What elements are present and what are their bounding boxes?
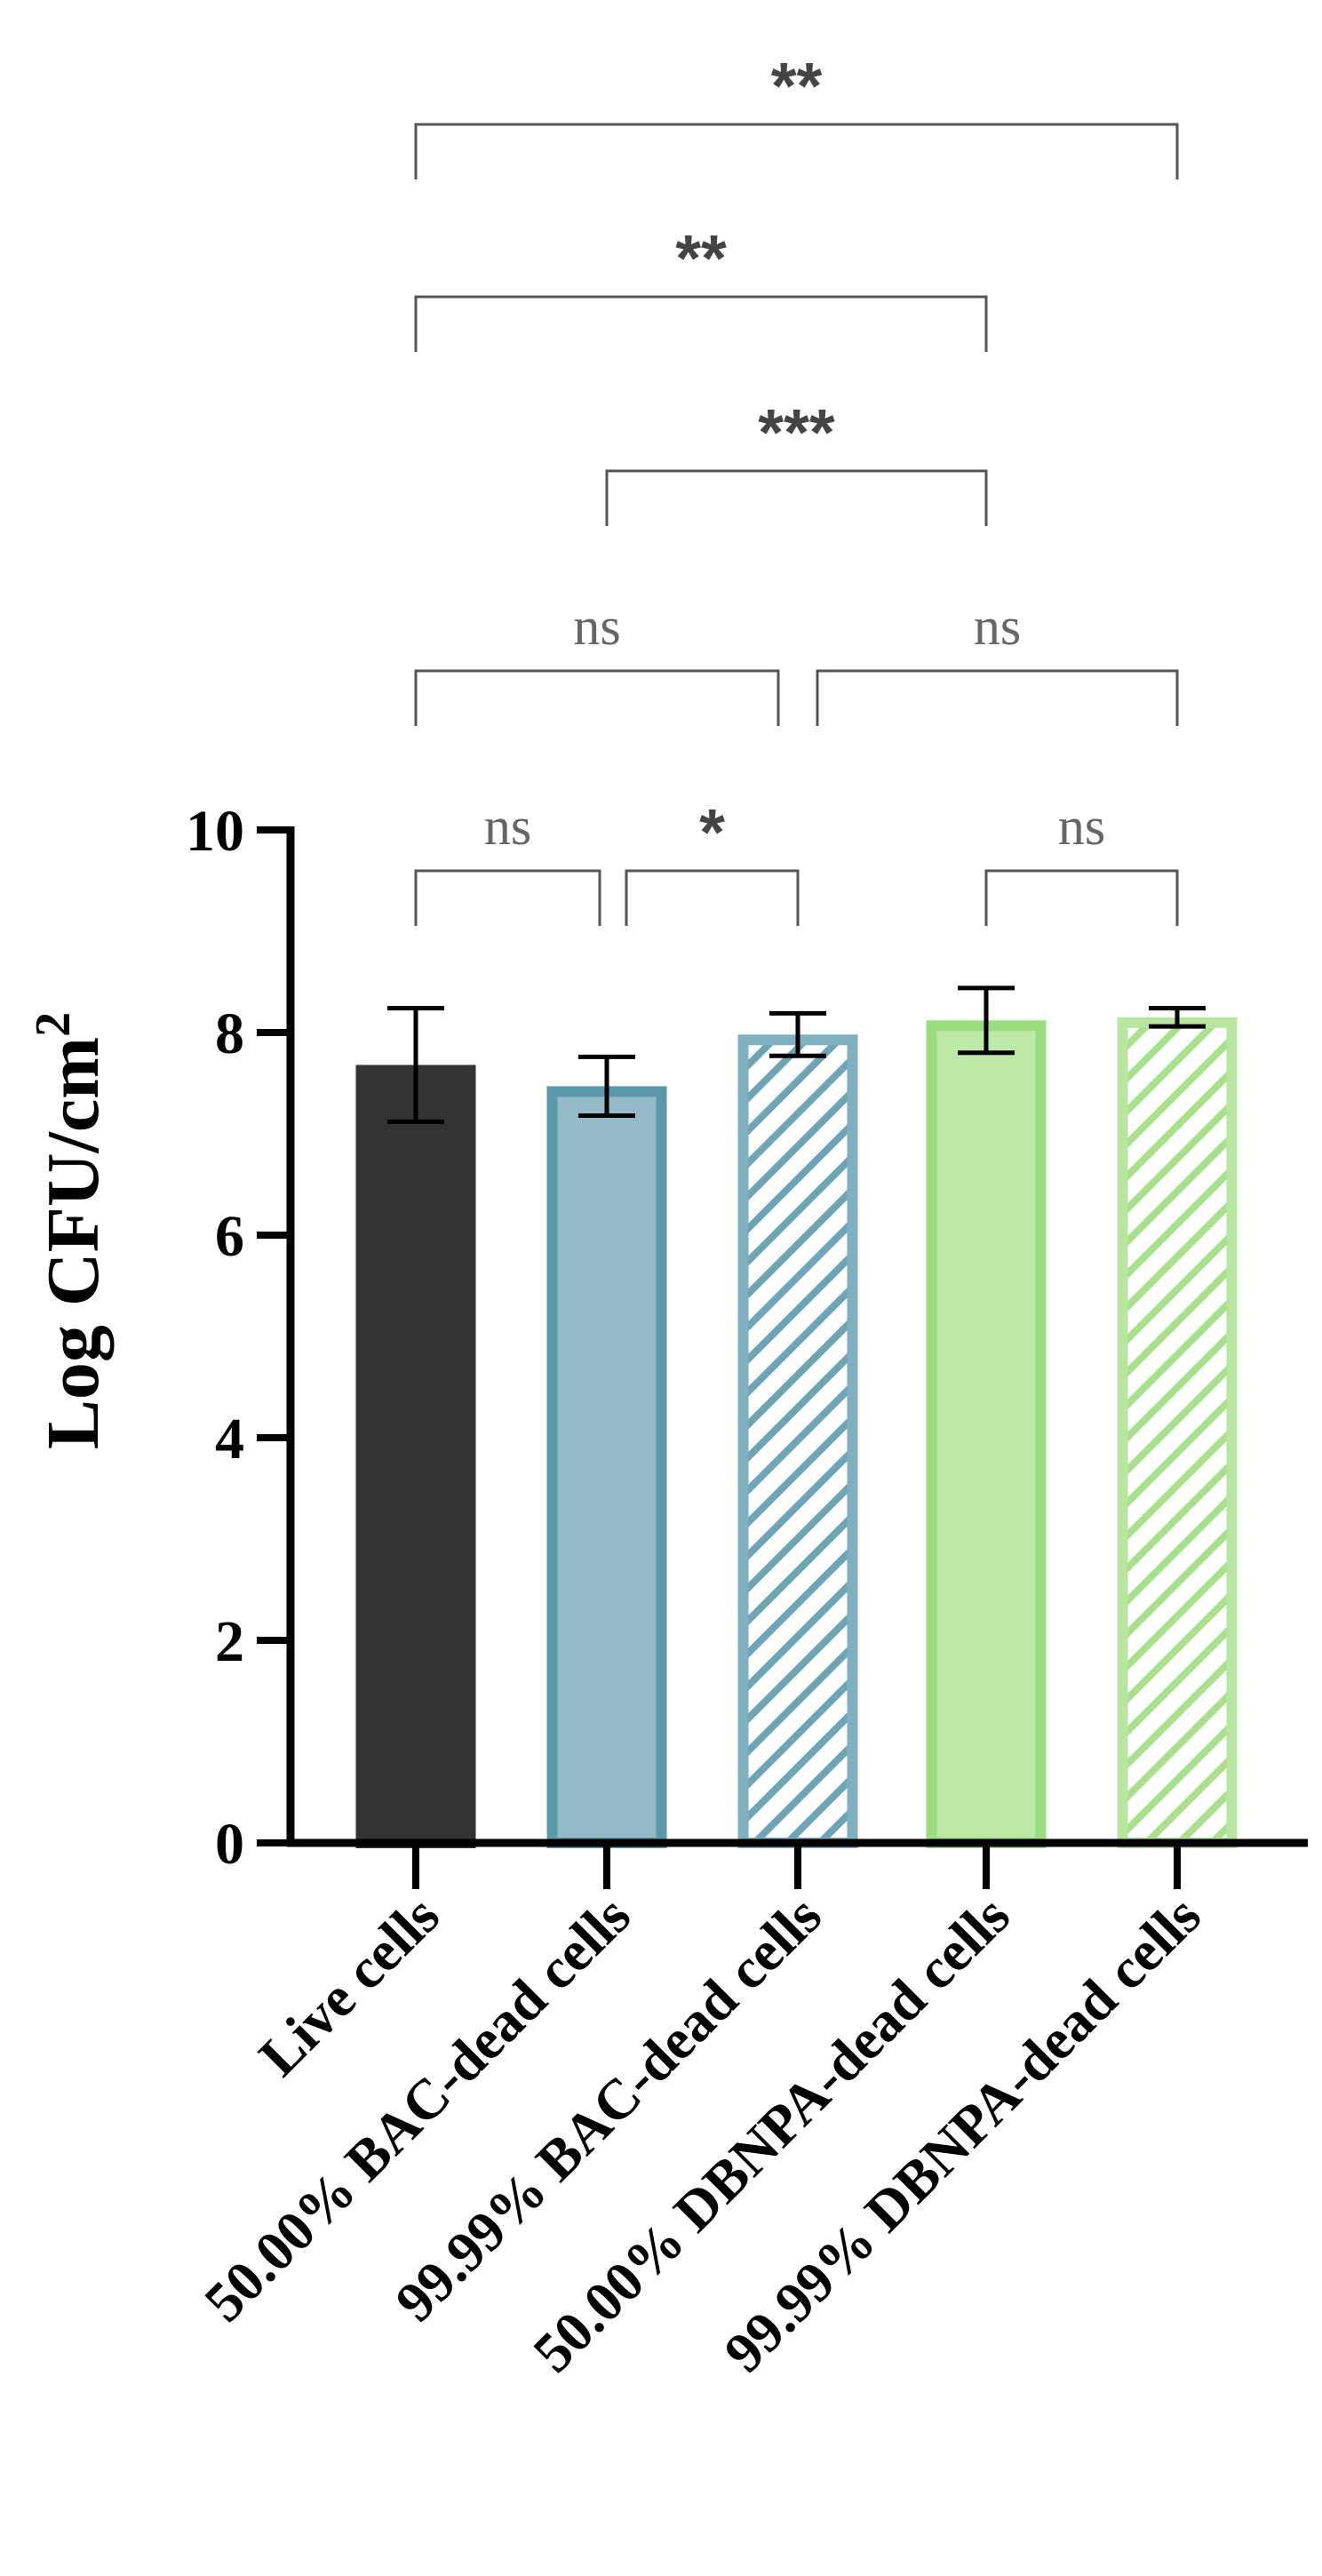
comparison-bracket-8 [984, 869, 1179, 926]
comparison-label-5: ns [974, 597, 1021, 656]
error-bars-layer [387, 985, 1206, 1124]
bar-5 [1117, 1017, 1238, 1848]
y-tick-label-0: 0 [215, 1812, 244, 1877]
comparison-label-6: ns [484, 797, 531, 856]
y-tick-label-4: 4 [215, 1407, 244, 1471]
comparison-label-7: * [699, 795, 725, 869]
comparison-bracket-7 [625, 869, 800, 926]
comparison-label-2: ** [675, 221, 727, 295]
y-tick-label-8: 8 [215, 1001, 244, 1066]
comparison-bracket-4 [414, 669, 780, 726]
comparison-bracket-3 [605, 469, 988, 526]
y-tick-label-10: 10 [186, 799, 244, 864]
y-axis-label-superscript: 2 [26, 1012, 81, 1037]
y-axis-label: Log CFU/cm2 [26, 1012, 115, 1449]
axes-layer [286, 826, 1308, 1889]
comparison-bracket-5 [816, 669, 1179, 726]
y-tick-label-2: 2 [215, 1609, 244, 1674]
bar-4 [926, 1020, 1047, 1848]
bars-layer [355, 1017, 1238, 1849]
bar-3 [737, 1034, 858, 1848]
y-axis-label-text: Log CFU/cm [32, 1037, 115, 1449]
comparison-bracket-2 [414, 295, 988, 352]
comparison-label-4: ns [573, 597, 620, 656]
y-tick-label-6: 6 [215, 1204, 244, 1269]
comparison-label-3: *** [758, 395, 835, 469]
bar-1 [355, 1065, 476, 1848]
y-ticks-layer: 0 2 4 6 8 10 [186, 799, 291, 1877]
comparison-label-1: ** [771, 49, 823, 123]
svg-text:Log CFU/cm2: Log CFU/cm2 [26, 1012, 115, 1449]
comparison-label-8: ns [1058, 797, 1105, 856]
bar-2 [546, 1086, 667, 1849]
comparison-bracket-6 [414, 869, 601, 926]
category-label-1: Live cells [247, 1884, 451, 2088]
comparison-bracket-1 [414, 123, 1179, 179]
